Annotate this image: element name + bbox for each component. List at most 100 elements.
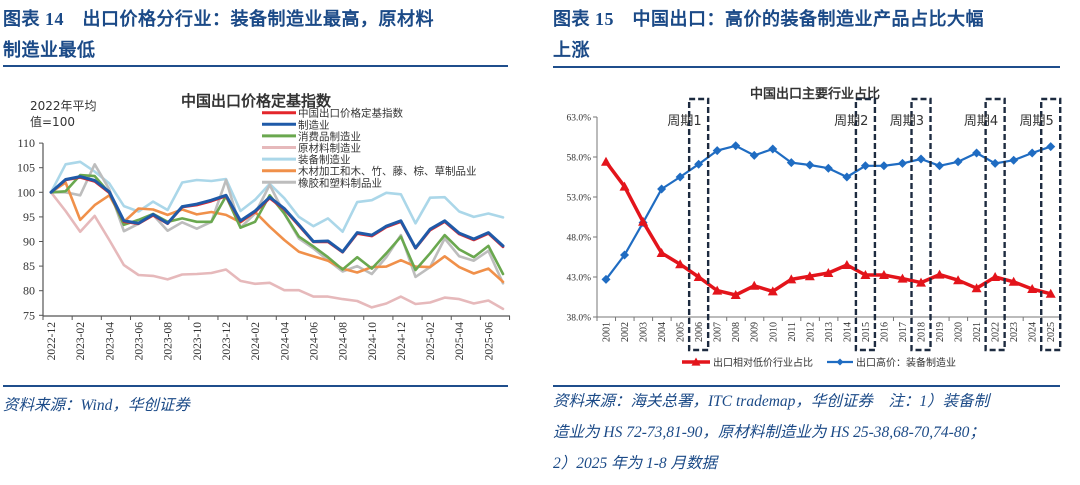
chart2-x-tick-label: 2023 — [1009, 322, 1020, 342]
chart1-x-tick-label: 2023-06 — [133, 322, 145, 361]
chart2-marker-high-price — [768, 144, 778, 154]
chart2-marker-high-price — [860, 161, 870, 171]
chart2-marker-high-price — [1046, 142, 1056, 152]
chart2-marker-high-price — [842, 172, 852, 182]
figure-14-bottom-rule — [3, 385, 508, 387]
chart2-x-tick-label: 2013 — [824, 322, 835, 342]
chart2-x-tick-label: 2016 — [879, 322, 890, 342]
chart2-marker-high-price — [786, 158, 796, 168]
figure-15-title-line-1: 图表 15 中国出口：高价的装备制造业产品占比大幅 — [553, 9, 984, 29]
chart2-cycle-label: 周期5 — [1019, 114, 1053, 129]
chart2-x-tick-label: 2003 — [639, 322, 650, 342]
chart2-x-tick-label: 2010 — [768, 322, 779, 342]
chart2-marker-high-price — [823, 163, 833, 173]
chart2-marker-low-price — [767, 286, 778, 296]
chart1-legend-label: 橡胶和塑料制品业 — [298, 176, 382, 189]
chart2-marker-low-price — [804, 271, 815, 281]
chart1-x-tick-label: 2024-10 — [367, 322, 379, 361]
figure-15-source-line-1: 资料来源：海关总署，ITC trademap，华创证券 注：1）装备制 — [553, 393, 990, 410]
chart2-cycle-label: 周期1 — [667, 114, 701, 129]
chart2-x-tick-label: 2020 — [954, 322, 965, 342]
chart2-cycle-box — [1040, 97, 1062, 352]
export-price-index-chart: 中国出口价格定基指数 2022年平均 值=100 75 80 85 90 95 100 10… — [17, 92, 511, 361]
chart1-x-tick-label: 2025-04 — [454, 322, 466, 361]
chart2-x-tick-label: 2018 — [917, 322, 928, 342]
chart1-x-tick-label: 2023-08 — [163, 322, 175, 361]
chart1-legend-label: 木材加工和木、竹、藤、棕、草制品业 — [298, 165, 477, 178]
chart1-legend-label: 消费品制造业 — [298, 130, 361, 143]
chart1-y-tick-label: 95 — [23, 210, 35, 224]
chart2-marker-low-price — [860, 270, 871, 279]
chart1-title: 中国出口价格定基指数 — [181, 92, 332, 110]
chart1-annotation-line-1: 2022年平均 — [30, 99, 97, 113]
chart1-y-tick-label: 85 — [23, 259, 35, 273]
chart2-marker-low-price — [971, 283, 982, 293]
chart2-marker-low-price — [712, 285, 723, 295]
chart1-legend-label: 中国出口价格定基指数 — [298, 107, 403, 120]
figure-14-title-line-2: 制造业最低 — [3, 40, 96, 60]
chart2-x-tick-label: 2021 — [972, 322, 983, 342]
chart2-marker-low-price — [916, 277, 927, 287]
chart2-cycle-box — [984, 97, 1006, 352]
chart2-marker-high-price — [897, 158, 907, 168]
chart2-y-tick-label: 48.0% — [566, 234, 591, 244]
chart1-x-tick-label: 2024-06 — [308, 322, 320, 361]
chart2-marker-low-price — [1045, 288, 1056, 298]
chart2-marker-high-price — [620, 250, 630, 260]
chart1-y-tick-label: 105 — [17, 161, 35, 175]
chart2-title: 中国出口主要行业占比 — [750, 86, 880, 101]
chart2-x-tick-label: 2002 — [620, 322, 631, 342]
chart2-marker-low-price — [656, 248, 667, 257]
chart2-marker-high-price — [601, 274, 611, 284]
chart1-x-tick-label: 2023-02 — [75, 322, 87, 361]
chart2-marker-low-price — [730, 290, 741, 299]
chart2-marker-high-price — [990, 158, 1000, 168]
chart1-legend-label: 装备制造业 — [298, 153, 351, 166]
chart2-legend-marker-high-price — [836, 358, 844, 366]
chart2-y-tick-label: 38.0% — [566, 314, 591, 324]
figure-15-bottom-rule — [553, 385, 1060, 387]
chart2-x-tick-label: 2001 — [602, 322, 613, 342]
chart1-y-tick-label: 80 — [23, 284, 35, 298]
chart2-x-tick-label: 2009 — [750, 322, 761, 342]
chart2-legend-label-low-price: 出口相对低价行业占比 — [713, 356, 813, 369]
chart1-series-line-4 — [49, 160, 505, 233]
chart1-x-tick-label: 2024-08 — [338, 322, 350, 361]
chart2-marker-low-price — [1027, 284, 1038, 293]
chart2-cycle-box — [910, 97, 932, 352]
export-industry-share-chart: 中国出口主要行业占比 38.0% 43.0% 48.0% 53.0% 58.0% 63.0… — [566, 86, 1062, 369]
chart2-marker-low-price — [619, 181, 630, 191]
chart2-y-tick-label: 53.0% — [566, 194, 591, 204]
chart2-x-tick-label: 2005 — [676, 322, 687, 342]
chart1-x-tick-label: 2022-12 — [46, 322, 58, 361]
chart1-x-tick-label: 2023-10 — [192, 322, 204, 361]
chart1-legend-label: 制造业 — [298, 118, 330, 131]
chart2-marker-high-price — [675, 172, 685, 182]
chart1-y-tick-label: 100 — [17, 185, 35, 199]
chart2-marker-high-price — [879, 161, 889, 171]
chart1-series-line-6 — [49, 163, 505, 285]
chart2-legend-marker-low-price — [691, 357, 701, 366]
chart2-y-tick-label: 63.0% — [566, 114, 591, 124]
figure-15-source-line-3: 2）2025 年为 1-8 月数据 — [553, 455, 718, 472]
chart1-annotation-line-2: 值=100 — [30, 114, 75, 129]
chart2-marker-high-price — [1009, 155, 1019, 165]
chart2-marker-high-price — [916, 154, 926, 164]
chart2-x-tick-label: 2017 — [898, 322, 909, 342]
chart2-x-tick-label: 2022 — [991, 322, 1002, 342]
figure-15-title-line-2: 上涨 — [553, 40, 590, 60]
chart2-x-tick-label: 2024 — [1028, 322, 1039, 342]
chart2-x-tick-label: 2025 — [1046, 322, 1057, 342]
chart2-x-tick-label: 2007 — [713, 322, 724, 342]
chart2-marker-low-price — [675, 259, 686, 269]
chart2-x-tick-label: 2004 — [657, 322, 668, 342]
chart1-x-tick-label: 2023-12 — [221, 322, 233, 361]
chart2-marker-high-price — [657, 184, 667, 194]
chart2-cycle-box — [854, 97, 877, 352]
chart2-marker-high-price — [694, 159, 704, 169]
figure-14-top-rule — [3, 65, 508, 67]
chart2-x-tick-label: 2006 — [694, 322, 705, 342]
chart1-y-tick-label: 75 — [23, 308, 35, 322]
chart2-cycle-label: 周期4 — [964, 114, 998, 129]
